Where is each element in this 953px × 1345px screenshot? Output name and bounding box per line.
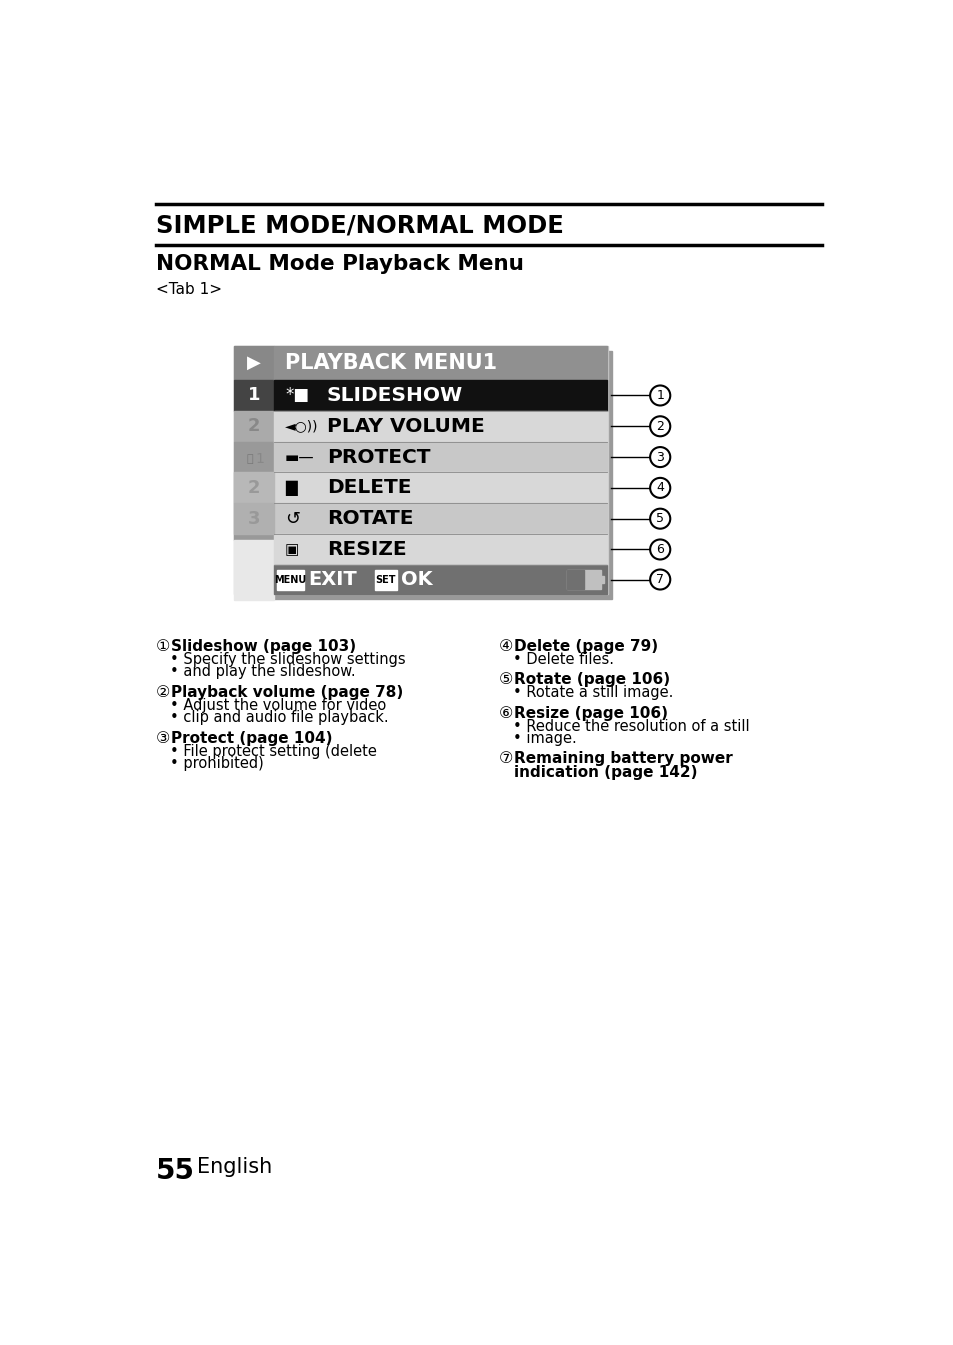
Bar xyxy=(274,410,607,441)
Text: 🔧: 🔧 xyxy=(247,453,253,464)
Text: ②: ② xyxy=(155,685,170,699)
Text: • Delete files.: • Delete files. xyxy=(513,652,614,667)
Text: <Tab 1>: <Tab 1> xyxy=(155,281,221,296)
Text: • Specify the slideshow settings: • Specify the slideshow settings xyxy=(170,652,405,667)
Text: ④: ④ xyxy=(498,639,513,654)
Text: ⑦: ⑦ xyxy=(498,752,513,767)
Text: 55: 55 xyxy=(155,1157,194,1185)
Circle shape xyxy=(649,447,670,467)
Bar xyxy=(274,441,607,472)
Text: 3: 3 xyxy=(656,451,663,464)
Text: • Rotate a still image.: • Rotate a still image. xyxy=(513,686,673,701)
Bar xyxy=(274,346,607,381)
Text: ①: ① xyxy=(155,639,170,654)
Text: ▣: ▣ xyxy=(285,542,299,557)
Text: PROTECT: PROTECT xyxy=(327,448,430,467)
Text: MENU: MENU xyxy=(274,574,306,585)
Text: Delete (page 79): Delete (page 79) xyxy=(514,639,658,654)
Circle shape xyxy=(649,539,670,560)
Text: • File protect setting (delete: • File protect setting (delete xyxy=(170,744,376,759)
Bar xyxy=(375,569,396,589)
Text: Protect (page 104): Protect (page 104) xyxy=(171,730,333,745)
Text: 3: 3 xyxy=(248,510,260,527)
Text: ▬—: ▬— xyxy=(285,449,314,464)
Text: ◄○)): ◄○)) xyxy=(285,420,318,433)
Text: ▶: ▶ xyxy=(247,354,261,373)
Text: • image.: • image. xyxy=(513,732,577,746)
Circle shape xyxy=(649,508,670,529)
Bar xyxy=(277,569,303,589)
Circle shape xyxy=(649,416,670,436)
Bar xyxy=(233,346,607,594)
Bar xyxy=(233,541,274,600)
Text: 7: 7 xyxy=(656,573,663,586)
Text: Rotate (page 106): Rotate (page 106) xyxy=(514,672,670,687)
Text: Playback volume (page 78): Playback volume (page 78) xyxy=(171,685,403,699)
Bar xyxy=(238,351,612,599)
Text: ↺: ↺ xyxy=(285,510,300,527)
Text: SLIDESHOW: SLIDESHOW xyxy=(327,386,463,405)
Bar xyxy=(274,472,607,503)
Text: OK: OK xyxy=(401,570,433,589)
Text: • clip and audio file playback.: • clip and audio file playback. xyxy=(170,710,388,725)
Text: EXIT: EXIT xyxy=(308,570,356,589)
Text: ROTATE: ROTATE xyxy=(327,510,413,529)
Text: RESIZE: RESIZE xyxy=(327,539,406,560)
Circle shape xyxy=(649,386,670,405)
Text: SIMPLE MODE/NORMAL MODE: SIMPLE MODE/NORMAL MODE xyxy=(155,214,563,238)
Bar xyxy=(233,441,274,541)
Circle shape xyxy=(649,477,670,498)
Text: DELETE: DELETE xyxy=(327,479,411,498)
Text: Resize (page 106): Resize (page 106) xyxy=(514,706,668,721)
Text: 1: 1 xyxy=(248,386,260,405)
Text: • Reduce the resolution of a still: • Reduce the resolution of a still xyxy=(513,718,749,733)
Text: 6: 6 xyxy=(656,543,663,555)
Bar xyxy=(233,346,274,381)
Text: ⑤: ⑤ xyxy=(498,672,513,687)
Text: Slideshow (page 103): Slideshow (page 103) xyxy=(171,639,355,654)
Text: • Adjust the volume for video: • Adjust the volume for video xyxy=(170,698,385,713)
Bar xyxy=(567,570,583,589)
Text: PLAY VOLUME: PLAY VOLUME xyxy=(327,417,484,436)
Text: 5: 5 xyxy=(656,512,663,525)
Text: • and play the slideshow.: • and play the slideshow. xyxy=(170,664,355,679)
Text: 2: 2 xyxy=(248,417,260,436)
Bar xyxy=(274,534,607,565)
Circle shape xyxy=(649,569,670,589)
Text: █: █ xyxy=(285,480,296,495)
Text: 4: 4 xyxy=(656,482,663,495)
Text: ⑥: ⑥ xyxy=(498,706,513,721)
Bar xyxy=(600,576,604,584)
Text: ③: ③ xyxy=(155,730,170,745)
Text: Remaining battery power: Remaining battery power xyxy=(514,752,733,767)
Bar xyxy=(233,503,274,534)
Text: 1: 1 xyxy=(255,452,265,465)
Bar xyxy=(233,381,274,410)
Bar xyxy=(233,472,274,503)
Text: • prohibited): • prohibited) xyxy=(170,756,263,771)
Text: indication (page 142): indication (page 142) xyxy=(514,764,698,780)
Text: 2: 2 xyxy=(248,479,260,496)
Text: 2: 2 xyxy=(656,420,663,433)
Bar xyxy=(567,570,600,589)
Text: SET: SET xyxy=(375,574,395,585)
Bar xyxy=(274,503,607,534)
Text: NORMAL Mode Playback Menu: NORMAL Mode Playback Menu xyxy=(155,254,523,274)
Bar xyxy=(233,410,274,441)
Text: PLAYBACK MENU1: PLAYBACK MENU1 xyxy=(285,354,497,373)
Text: 1: 1 xyxy=(656,389,663,402)
Bar xyxy=(274,565,607,594)
Text: English: English xyxy=(196,1157,272,1177)
Text: *■: *■ xyxy=(285,386,309,405)
Bar xyxy=(274,381,607,410)
